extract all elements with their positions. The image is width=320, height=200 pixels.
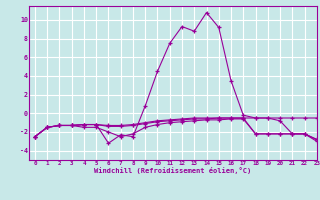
X-axis label: Windchill (Refroidissement éolien,°C): Windchill (Refroidissement éolien,°C) [94, 167, 252, 174]
